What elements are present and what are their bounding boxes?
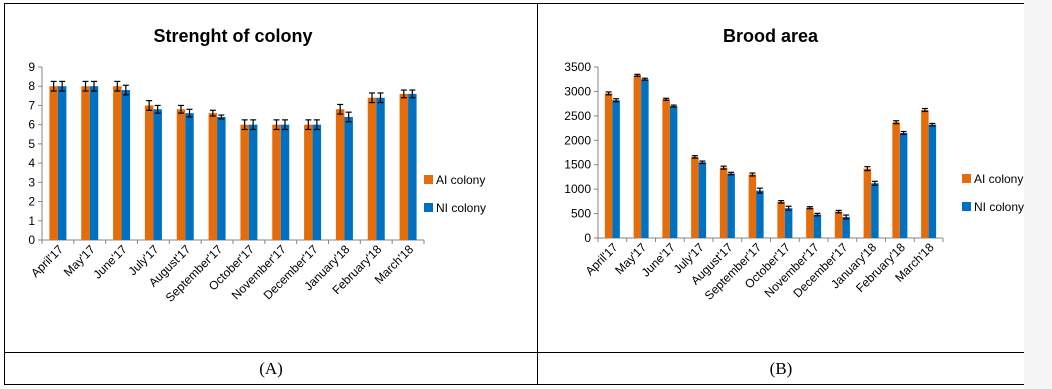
y-tick-label: 1000 <box>564 182 591 196</box>
bar-ai-colony <box>777 201 785 238</box>
bar-ni-colony <box>376 97 385 240</box>
bar-ni-colony <box>344 116 353 240</box>
bar-ai-colony <box>272 124 281 240</box>
y-tick-label: 4 <box>28 156 35 170</box>
bar-ni-colony <box>641 79 649 238</box>
bar-ai-colony <box>240 124 249 240</box>
chart-strength-of-colony: Strenght of colony0123456789April'17May'… <box>28 26 486 305</box>
bar-ai-colony <box>304 124 313 240</box>
y-tick-label: 3500 <box>564 60 591 74</box>
x-tick-label: April'17 <box>583 240 621 278</box>
bar-ai-colony <box>49 86 58 240</box>
legend-label: NI colony <box>974 200 1024 214</box>
x-tick-label: April'17 <box>28 242 66 280</box>
bar-ni-colony <box>89 86 99 240</box>
bar-ni-colony <box>57 86 67 240</box>
bar-ai-colony <box>113 86 122 240</box>
y-tick-label: 8 <box>28 79 35 93</box>
bar-ai-colony <box>806 207 814 238</box>
legend-label: AI colony <box>974 172 1023 186</box>
bar-ai-colony <box>834 211 843 238</box>
page-edge-shade <box>1024 0 1052 389</box>
y-tick-label: 6 <box>28 118 35 132</box>
bar-ni-colony <box>756 190 764 238</box>
legend-swatch <box>962 174 971 183</box>
chart-brood-area: Brood area 0 500 1000 1500 2000 2500 3000 3500 Ap… <box>564 26 1024 303</box>
y-tick-label: 7 <box>28 98 35 112</box>
bar-ni-colony <box>669 106 678 238</box>
y-tick-label: 9 <box>28 60 35 74</box>
y-tick-label: 500 <box>571 207 591 221</box>
bar-ni-colony <box>899 132 908 238</box>
legend-label: NI colony <box>436 201 486 215</box>
bar-ai-colony <box>81 86 90 240</box>
bar-ai-colony <box>208 113 218 240</box>
y-tick-label: 2 <box>28 195 35 209</box>
legend-swatch <box>962 202 971 211</box>
bar-ni-colony <box>185 113 194 240</box>
bar-ai-colony <box>367 97 377 240</box>
bar-ai-colony <box>144 105 154 240</box>
bar-ni-colony <box>153 109 162 241</box>
bar-ni-colony <box>248 124 258 240</box>
bar-ni-colony <box>727 173 735 238</box>
bar-ai-colony <box>176 109 186 241</box>
panel-divider <box>537 3 538 385</box>
bar-ni-colony <box>408 93 417 241</box>
y-tick-label: 3000 <box>564 84 591 98</box>
bar-ai-colony <box>892 122 900 238</box>
y-tick-label: 2000 <box>564 133 591 147</box>
bar-ni-colony <box>871 183 879 238</box>
bar-ai-colony <box>691 156 699 238</box>
x-tick-label: June'17 <box>90 242 130 282</box>
bar-ai-colony <box>335 109 345 241</box>
bar-ni-colony <box>698 162 707 238</box>
caption-a: (A) <box>259 359 283 378</box>
bar-ai-colony <box>748 174 757 238</box>
bar-ni-colony <box>280 124 290 240</box>
y-tick-label: 0 <box>28 233 35 247</box>
y-tick-label: 1 <box>28 214 35 228</box>
bar-ni-colony <box>217 116 226 240</box>
bar-ai-colony <box>633 75 642 238</box>
bar-ni-colony <box>784 208 793 238</box>
legend-swatch <box>424 203 433 212</box>
bar-ni-colony <box>612 100 620 238</box>
y-tick-label: 0 <box>584 231 591 245</box>
bar-ai-colony <box>719 167 728 238</box>
bar-ni-colony <box>813 214 822 238</box>
chart-title: Strenght of colony <box>154 26 313 46</box>
bar-ai-colony <box>399 93 409 241</box>
legend-label: AI colony <box>436 173 485 187</box>
bar-ni-colony <box>928 124 937 238</box>
bar-ai-colony <box>662 99 670 238</box>
y-tick-label: 3 <box>28 175 35 189</box>
caption-b: (B) <box>769 359 793 378</box>
bar-ai-colony <box>863 168 872 238</box>
y-tick-label: 2500 <box>564 109 591 123</box>
bar-ni-colony <box>312 124 322 240</box>
caption-divider <box>4 352 1034 353</box>
legend-swatch <box>424 175 433 184</box>
y-tick-label: 1500 <box>564 158 591 172</box>
chart-title: Brood area <box>723 26 819 46</box>
bar-ai-colony <box>604 93 613 238</box>
bar-ni-colony <box>842 216 850 238</box>
bar-ni-colony <box>121 90 131 240</box>
y-tick-label: 5 <box>28 137 35 151</box>
bar-ai-colony <box>921 109 929 238</box>
